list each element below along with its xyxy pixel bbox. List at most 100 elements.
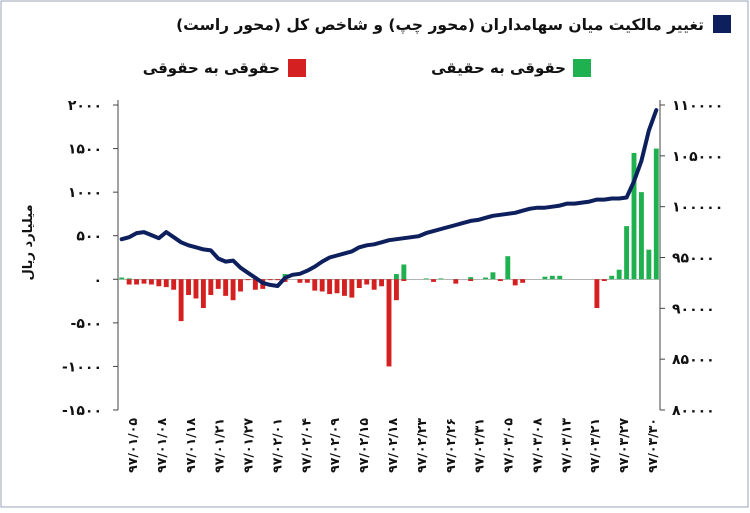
legend: تغییر مالکیت میان سهامداران (محور چپ) و … — [143, 15, 731, 77]
x-tick-label: ۹۷/۰۳/۰۵ — [501, 418, 516, 473]
bar-negative — [393, 279, 399, 301]
bar-negative — [520, 279, 526, 283]
bar-negative — [349, 279, 355, 298]
bar-negative — [134, 279, 140, 285]
bar-negative — [379, 279, 385, 287]
bar-negative — [208, 279, 214, 295]
bar-positive — [468, 277, 474, 280]
x-tick-label: ۹۷/۰۱/۰۸ — [154, 418, 169, 473]
bar-negative — [126, 279, 132, 285]
bar-negative — [275, 279, 281, 281]
bar-negative — [468, 279, 474, 282]
legend-swatch-negative — [288, 59, 306, 77]
x-tick-label: ۹۷/۰۲/۲۳ — [414, 418, 429, 473]
bar-positive — [483, 277, 488, 280]
left-axis-title: میلیارد ریال — [21, 204, 36, 280]
bar-positive — [557, 275, 563, 280]
bar-negative — [267, 279, 273, 281]
bar-negative — [364, 279, 370, 285]
x-tick-label: ۹۷/۰۳/۳۰ — [645, 418, 660, 473]
right-tick-label: ۹۰۰۰۰ — [672, 301, 715, 317]
bar-negative — [223, 279, 229, 296]
bar-negative — [312, 279, 318, 291]
bar-negative — [594, 279, 600, 309]
bar-negative — [148, 279, 154, 285]
bar-negative — [171, 279, 177, 290]
bar-negative — [141, 279, 147, 284]
bar-negative — [238, 279, 243, 292]
bar-positive — [653, 148, 659, 280]
right-tick-label: ۱۱۰۰۰۰ — [672, 98, 723, 114]
bar-positive — [542, 276, 548, 280]
index-line — [119, 108, 659, 288]
bar-negative — [342, 279, 347, 296]
x-tick-label: ۹۷/۰۲/۰۱ — [269, 418, 284, 473]
x-tick-label: ۹۷/۰۲/۰۴ — [298, 418, 313, 473]
bar-positive — [393, 274, 399, 280]
x-tick-label: ۹۷/۰۱/۱۸ — [183, 418, 198, 473]
bar-negative — [497, 279, 503, 282]
x-tick-label: ۹۷/۰۲/۱۵ — [356, 418, 371, 473]
bar-negative — [386, 279, 392, 367]
x-tick-label: ۹۷/۰۲/۰۹ — [327, 418, 342, 473]
bar-negative — [178, 279, 184, 322]
left-tick-label: ۲۰۰۰ — [68, 98, 102, 114]
right-tick-label: ۱۰۵۰۰۰ — [672, 149, 723, 165]
x-tick-label: ۹۷/۰۲/۳۱ — [472, 418, 487, 473]
bar-positive — [549, 275, 555, 280]
bar-positive — [401, 264, 407, 280]
bar-negative — [371, 279, 377, 290]
bar-positive — [638, 192, 644, 280]
bar-positive — [631, 152, 637, 280]
x-tick-label: ۹۷/۰۱/۲۷ — [241, 418, 256, 473]
bar-negative — [431, 279, 436, 282]
legend-swatch-index — [713, 15, 731, 33]
legend-label-index: تغییر مالکیت میان سهامداران (محور چپ) و … — [176, 16, 704, 35]
right-tick-label: ۱۰۰۰۰۰ — [672, 200, 723, 216]
bar-negative — [401, 279, 407, 282]
x-tick-label: ۹۷/۰۲/۲۶ — [443, 418, 458, 473]
legend-label-negative: حقوقی به حقوقی — [143, 59, 280, 77]
bar-negative — [193, 279, 199, 299]
bar-negative — [297, 279, 303, 283]
bar-negative — [319, 279, 325, 292]
bar-negative — [230, 279, 236, 301]
bar-negative — [245, 279, 251, 281]
x-tick-label: ۹۷/۰۳/۲۷ — [616, 418, 631, 473]
bar-positive — [624, 226, 630, 280]
bar-positive — [126, 278, 132, 280]
right-tick-label: ۸۰۰۰۰ — [672, 403, 715, 419]
x-tick-label: ۹۷/۰۳/۰۸ — [529, 418, 544, 473]
bar-positive — [616, 269, 622, 280]
bar-positive — [438, 278, 444, 280]
bar-negative — [356, 279, 362, 288]
bar-negative — [186, 279, 191, 295]
bar-negative — [601, 279, 607, 282]
left-tick-label: -۱۵۰۰ — [62, 403, 102, 419]
x-tick-label: ۹۷/۰۲/۱۸ — [385, 418, 400, 473]
bar-negative — [200, 279, 206, 309]
bar-positive — [505, 256, 511, 280]
bar-negative — [252, 279, 258, 290]
series-line-index — [119, 108, 659, 288]
left-tick-label: ۰ — [93, 272, 102, 288]
left-tick-label: ۱۵۰۰ — [68, 142, 102, 158]
bar-negative — [304, 279, 310, 283]
left-tick-label: ۱۰۰۰ — [68, 185, 102, 201]
right-tick-label: ۸۵۰۰۰ — [672, 352, 715, 368]
bar-negative — [453, 279, 459, 284]
bar-positive — [490, 272, 496, 280]
left-tick-label: ۵۰۰ — [76, 229, 102, 245]
bar-positive — [423, 278, 429, 280]
bars — [119, 148, 659, 367]
x-tick-label: ۹۷/۰۳/۲۱ — [587, 418, 602, 473]
bar-negative — [215, 279, 221, 289]
bar-positive — [119, 277, 125, 280]
legend-swatch-positive — [573, 59, 591, 77]
legend-label-positive: حقوقی به حقیقی — [431, 59, 566, 77]
left-tick-label: -۱۰۰۰ — [62, 359, 102, 375]
left-tick-label: -۵۰۰ — [71, 316, 102, 332]
